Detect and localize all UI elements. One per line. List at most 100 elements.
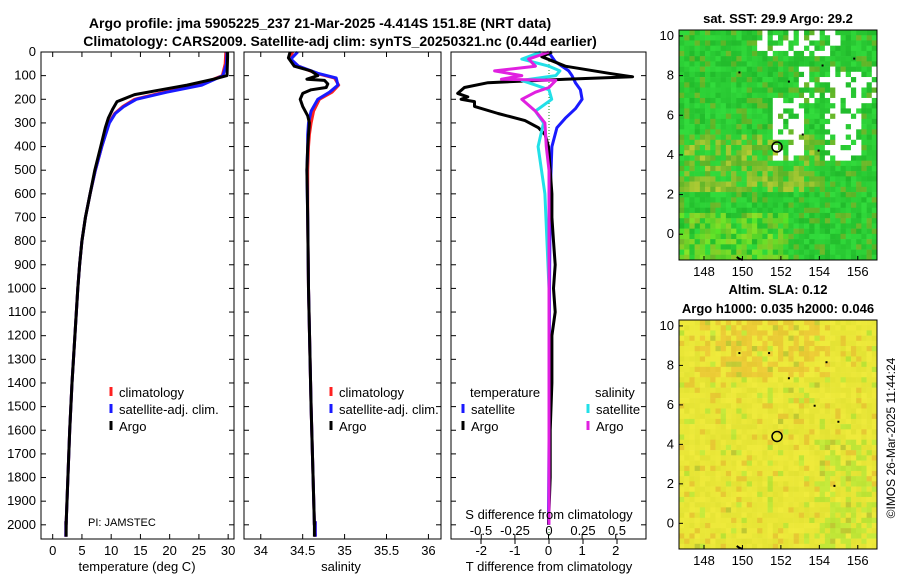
heatmap-cell xyxy=(814,50,820,57)
heatmap-cell xyxy=(720,351,727,357)
heatmap-cell xyxy=(814,439,820,446)
heatmap-cell xyxy=(840,434,847,440)
heatmap-cell xyxy=(731,418,737,425)
heatmap-cell xyxy=(772,192,779,198)
heatmap-cell xyxy=(788,223,794,229)
heatmap-cell xyxy=(804,92,810,99)
heatmap-cell xyxy=(835,366,841,373)
heatmap-cell xyxy=(679,82,685,88)
heatmap-cell xyxy=(861,150,867,156)
heatmap-cell xyxy=(830,66,836,73)
heatmap-cell xyxy=(798,108,805,114)
heatmap-cell xyxy=(824,103,831,109)
heatmap-cell xyxy=(731,512,737,519)
heatmap-cell xyxy=(809,165,815,172)
temperature-line-climatology xyxy=(64,51,228,537)
heatmap-cell xyxy=(819,335,826,342)
heatmap-cell xyxy=(783,171,789,177)
heatmap-cell xyxy=(736,496,742,503)
heatmap-cell xyxy=(762,439,768,446)
heatmap-cell xyxy=(762,113,768,120)
heatmap-cell xyxy=(720,176,727,182)
heatmap-cell xyxy=(840,92,847,99)
heatmap-cell xyxy=(804,413,810,420)
heatmap-cell xyxy=(830,460,836,467)
heatmap-cell xyxy=(804,244,810,250)
heatmap-cell xyxy=(798,181,805,188)
heatmap-cell xyxy=(793,87,800,94)
heatmap-cell xyxy=(725,413,732,420)
heatmap-cell xyxy=(694,413,701,420)
heatmap-cell xyxy=(746,108,753,114)
heatmap-cell xyxy=(798,233,805,240)
heatmap-cell xyxy=(835,387,841,394)
heatmap-cell xyxy=(861,444,867,451)
heatmap-cell xyxy=(715,320,721,326)
heatmap-cell xyxy=(830,181,836,188)
heatmap-cell xyxy=(757,103,763,109)
heatmap-cell xyxy=(840,465,847,472)
heatmap-cell xyxy=(772,444,779,451)
heatmap-cell xyxy=(866,30,873,36)
heatmap-cell xyxy=(819,502,826,508)
heatmap-cell xyxy=(819,325,826,331)
heatmap-cell xyxy=(819,491,826,498)
heatmap-cell xyxy=(694,533,701,539)
heatmap-cell xyxy=(751,155,758,161)
heatmap-cell xyxy=(684,92,690,99)
heatmap-cell xyxy=(736,113,742,120)
heatmap-cell xyxy=(783,233,789,240)
heatmap-cell xyxy=(850,522,857,529)
heatmap-cell xyxy=(809,476,815,482)
heatmap-cell xyxy=(762,129,768,135)
heatmap-cell xyxy=(835,30,841,36)
heatmap-cell xyxy=(788,165,794,172)
heatmap-cell xyxy=(856,486,862,493)
heatmap-cell xyxy=(741,512,748,519)
heatmap-cell xyxy=(871,460,878,467)
heatmap-cell xyxy=(689,460,695,467)
heatmap-cell xyxy=(778,465,784,472)
heatmap-cell xyxy=(845,82,852,88)
heatmap-cell xyxy=(809,45,815,52)
heatmap-cell xyxy=(819,481,826,487)
heatmap-cell xyxy=(736,330,742,336)
heatmap-cell xyxy=(679,145,685,151)
heatmap-cell xyxy=(798,486,805,493)
heatmap-cell xyxy=(824,418,831,425)
heatmap-cell xyxy=(741,181,748,188)
heatmap-cell xyxy=(830,56,836,62)
heatmap-cell xyxy=(861,538,867,545)
heatmap-cell xyxy=(856,223,862,229)
heatmap-cell xyxy=(788,233,794,240)
heatmap-cell xyxy=(710,418,716,425)
legend-temperature-title: temperature xyxy=(470,385,540,400)
heatmap-cell xyxy=(861,155,867,161)
heatmap-cell xyxy=(689,155,695,161)
heatmap-cell xyxy=(746,377,753,383)
heatmap-cell xyxy=(861,103,867,109)
heatmap-cell xyxy=(783,228,789,235)
heatmap-cell xyxy=(814,413,820,420)
heatmap-cell xyxy=(830,429,836,435)
heatmap-cell xyxy=(720,538,727,545)
heatmap-cell xyxy=(845,444,852,451)
heatmap-cell xyxy=(793,218,800,224)
heatmap-cell xyxy=(840,139,847,146)
heatmap-cell xyxy=(715,239,721,245)
heatmap-cell xyxy=(824,87,831,94)
temperature-x-tick-label: 10 xyxy=(104,543,118,558)
heatmap-cell xyxy=(694,87,701,94)
heatmap-cell xyxy=(757,434,763,440)
heatmap-cell xyxy=(741,50,748,57)
temperature-axes-frame xyxy=(40,51,235,540)
heatmap-cell xyxy=(804,71,810,78)
heatmap-cell xyxy=(804,176,810,182)
heatmap-cell xyxy=(830,522,836,529)
heatmap-cell xyxy=(699,97,706,104)
heatmap-cell xyxy=(830,502,836,508)
heatmap-cell xyxy=(772,249,779,256)
depth-tick-label: 1300 xyxy=(7,351,36,366)
heatmap-cell xyxy=(694,202,701,209)
heatmap-cell xyxy=(809,408,815,414)
